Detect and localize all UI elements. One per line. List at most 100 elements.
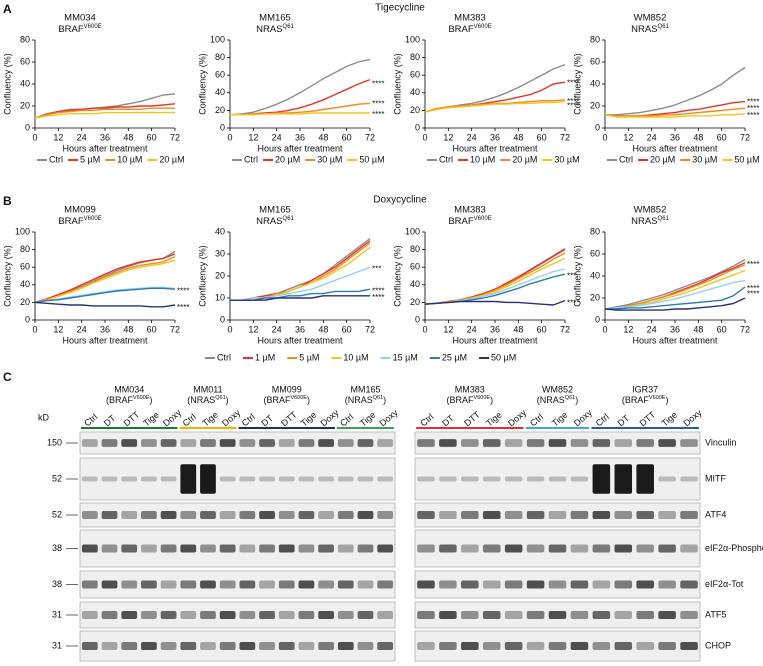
blot-band (439, 476, 457, 482)
blot-band (239, 544, 256, 553)
x-tick-label: 12 (443, 324, 453, 334)
mutation-label: (NRASQ61) (537, 395, 578, 405)
series-line (34, 103, 176, 119)
chart-subtitle: NRASQ61 (256, 216, 294, 227)
chart-title: MM383 (454, 13, 486, 24)
x-tick-label: 48 (693, 324, 703, 334)
blot-band (636, 511, 654, 519)
mutation-superscript: Q61 (215, 395, 225, 401)
x-tick-label: 60 (147, 324, 157, 334)
blot-band (526, 476, 545, 482)
blot-band (337, 580, 354, 589)
x-axis-label: Hours after treatment (257, 143, 343, 153)
x-tick-label: 36 (295, 132, 305, 142)
mutation-superscript: V600E (290, 395, 307, 401)
blot-band (180, 580, 197, 589)
blot-band (180, 642, 197, 650)
subtitle-superscript: Q61 (658, 24, 670, 30)
blot-band (160, 642, 177, 650)
lane-label: Doxy (378, 407, 401, 428)
lane-label: Doxy (572, 407, 595, 428)
blot-band (101, 642, 118, 650)
significance-label: **** (747, 260, 759, 269)
x-tick-label: 72 (365, 132, 375, 142)
blot-band (504, 611, 523, 619)
significance-label: **** (747, 98, 759, 107)
y-tick-label: 40 (20, 279, 30, 289)
legend-label: 50 µM (359, 154, 384, 164)
blot-band (160, 476, 177, 482)
blot-band (482, 476, 501, 482)
blot-band (219, 544, 236, 553)
chart-title: WM852 (634, 205, 667, 216)
subtitle-superscript: Q61 (658, 216, 670, 222)
blot-band (180, 464, 197, 494)
blot-band (592, 511, 611, 519)
x-tick-label: 72 (560, 132, 570, 142)
x-tick-label: 0 (422, 132, 427, 142)
blot-band (298, 544, 315, 553)
significance-label: *** (567, 271, 576, 280)
significance-label: *** (372, 264, 381, 273)
blot-band (101, 580, 118, 589)
kd-marker: 52 (52, 509, 62, 519)
lane-label: Ctrl (528, 412, 545, 429)
x-tick-label: 0 (602, 324, 607, 334)
y-tick-label: 20 (410, 297, 420, 307)
blot-band (200, 464, 216, 494)
blot-band (504, 544, 523, 553)
lane-label: Ctrl (418, 412, 435, 429)
y-tick-label: 100 (405, 34, 420, 44)
series-line (230, 266, 371, 301)
y-axis-label: Confluency (%) (392, 245, 402, 307)
legend-label: 30 µM (692, 154, 717, 164)
blot-band (219, 511, 236, 519)
y-axis-label: Confluency (%) (392, 53, 402, 115)
x-tick-label: 0 (602, 132, 607, 142)
panel-label: A (3, 2, 12, 16)
x-tick-label: 60 (537, 324, 547, 334)
lane-label: Doxy (318, 407, 341, 428)
cell-line-name: WM852 (542, 384, 573, 394)
blot-band (614, 642, 633, 650)
blot-band (658, 580, 676, 589)
chart-subtitle: BRAFV600E (58, 24, 101, 35)
blot-band (141, 642, 157, 650)
blot-band (377, 611, 394, 619)
chart-title: MM099 (64, 205, 96, 216)
blot-band (658, 544, 676, 553)
series-line (604, 279, 746, 310)
lane-label: DTT (638, 409, 658, 428)
blot-band (180, 544, 197, 553)
chart-subtitle: NRASQ61 (631, 216, 669, 227)
x-axis-label: Hours after treatment (632, 335, 718, 345)
blot-band (357, 611, 374, 619)
blot-band (461, 439, 479, 447)
series-line (34, 111, 175, 119)
blot-band (482, 544, 501, 553)
kd-marker: 52 (52, 473, 62, 483)
x-axis-label: Hours after treatment (452, 143, 538, 153)
y-tick-label: 0 (25, 122, 30, 132)
series-line (605, 286, 746, 310)
y-axis-label: Confluency (%) (197, 245, 207, 307)
y-tick-label: 40 (590, 270, 600, 280)
blot-band (298, 476, 315, 482)
subtitle-text: NRAS (631, 24, 657, 35)
membrane-strip (79, 457, 396, 501)
blot-band (461, 642, 479, 650)
blot-band (259, 476, 275, 482)
blot-band (482, 580, 501, 589)
blot-band (417, 476, 435, 482)
blot-band (614, 464, 633, 494)
lane-label: Ctrl (338, 412, 355, 429)
blot-band (121, 642, 138, 650)
blot-band (160, 511, 177, 519)
blot-band (570, 642, 589, 650)
lane-label: Tige (550, 410, 570, 429)
blot-band (81, 439, 98, 447)
protein-label: Vinculin (705, 437, 736, 447)
blot-band (658, 476, 676, 482)
y-tick-label: 0 (220, 122, 225, 132)
blot-band (417, 642, 435, 650)
